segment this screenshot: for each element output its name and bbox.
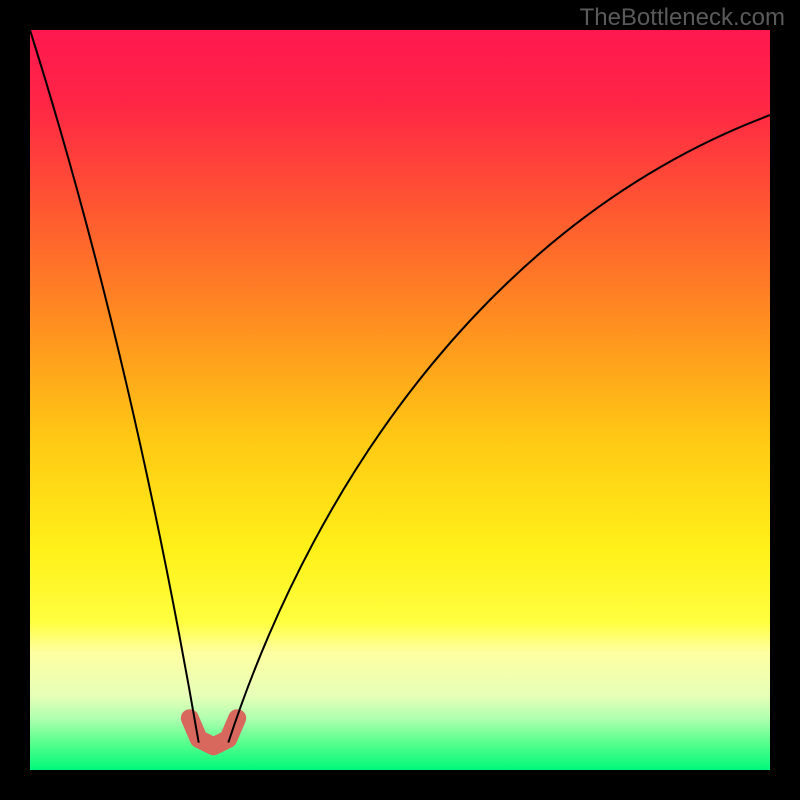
- curve-left-branch: [30, 30, 199, 743]
- bottleneck-curve-svg: [30, 30, 770, 770]
- watermark-text: TheBottleneck.com: [580, 4, 785, 32]
- plot-area: [30, 30, 770, 770]
- curve-right-branch: [228, 115, 770, 743]
